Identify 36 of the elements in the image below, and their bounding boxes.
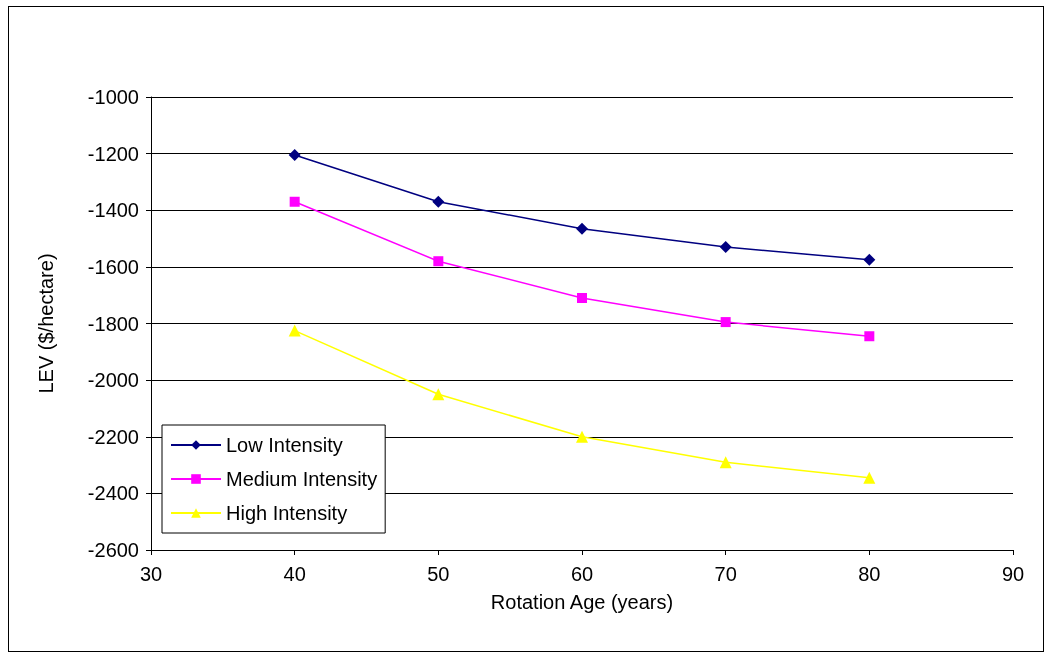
y-tick-label: -2000: [87, 369, 139, 392]
y-axis-title: LEV ($/hectare): [35, 253, 57, 394]
legend-label: High Intensity: [226, 502, 348, 524]
x-tick-label: 80: [858, 563, 881, 585]
point: [289, 196, 300, 207]
y-tick-label: -1600: [87, 255, 139, 278]
x-axis-title: Rotation Age (years): [490, 591, 674, 613]
point: [863, 471, 876, 484]
point: [288, 149, 301, 162]
x-tick-label: 70: [714, 563, 737, 585]
y-tick-label: -1800: [87, 312, 139, 335]
legend-label: Low Intensity: [226, 434, 343, 456]
x-tick-label: 60: [570, 563, 594, 585]
point: [576, 222, 588, 235]
y-tick-label: -2400: [87, 482, 139, 505]
point: [433, 256, 444, 267]
point: [863, 253, 876, 266]
x-tick-label: 30: [139, 563, 163, 585]
point: [864, 331, 875, 342]
point: [288, 324, 301, 337]
point: [577, 293, 587, 304]
x-tick-label: 40: [283, 563, 306, 585]
y-tick-label: -2600: [87, 539, 139, 561]
point: [719, 241, 732, 254]
point: [576, 430, 588, 443]
point: [720, 317, 731, 328]
x-tick-label: 50: [427, 563, 450, 585]
y-tick-label: -1400: [87, 199, 139, 222]
point: [432, 195, 445, 208]
y-tick-label: -1000: [87, 86, 139, 108]
y-tick-label: -2200: [87, 425, 139, 448]
y-tick-label: -1200: [87, 142, 139, 165]
x-tick-label: 90: [1001, 563, 1025, 585]
point: [432, 388, 445, 401]
point: [719, 456, 732, 469]
legend-label: Medium Intensity: [226, 468, 378, 490]
